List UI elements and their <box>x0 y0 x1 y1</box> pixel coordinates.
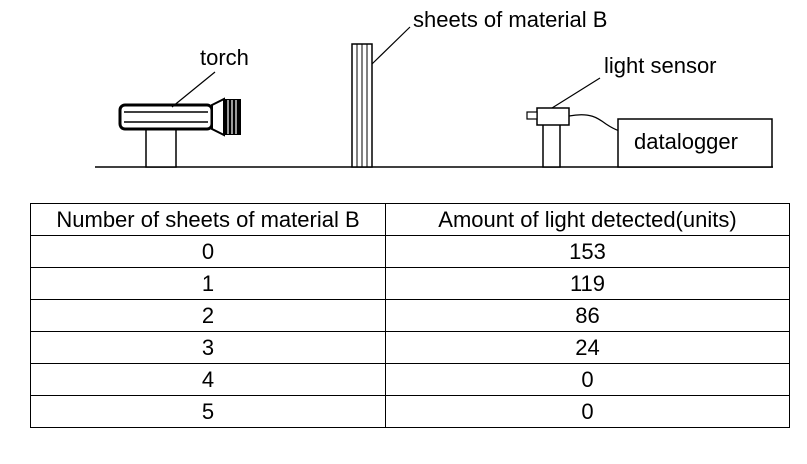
light-cell: 0 <box>385 363 790 396</box>
sheets-cell: 4 <box>30 363 386 396</box>
table-row: 4 0 <box>30 363 790 396</box>
table-row: 1 119 <box>30 267 790 300</box>
datalogger-label: datalogger <box>634 129 738 154</box>
sheets-cell: 0 <box>30 235 386 268</box>
light-cell: 0 <box>385 395 790 428</box>
torch-leader-line <box>171 71 216 108</box>
table-row: 3 24 <box>30 331 790 364</box>
light-cell: 86 <box>385 299 790 332</box>
table-row: 0 153 <box>30 235 790 268</box>
column-header-sheets: Number of sheets of material B <box>30 203 386 236</box>
light-cell: 153 <box>385 235 790 268</box>
sheets-label: sheets of material B <box>413 7 607 32</box>
torch-illustration <box>118 97 241 168</box>
sheets-cell: 1 <box>30 267 386 300</box>
column-header-light: Amount of light detected(units) <box>385 203 790 236</box>
sheets-cell: 2 <box>30 299 386 332</box>
results-table: Number of sheets of material B Amount of… <box>30 203 790 428</box>
sensor-leader-line <box>551 77 601 109</box>
table-header-row: Number of sheets of material B Amount of… <box>30 203 790 236</box>
sheets-cell: 5 <box>30 395 386 428</box>
torch-label: torch <box>200 45 249 70</box>
light-cell: 24 <box>385 331 790 364</box>
experiment-diagram: torch sheets of material B light sensor … <box>95 7 773 168</box>
material-sheets-illustration <box>351 43 373 168</box>
light-sensor-illustration <box>526 107 621 168</box>
table-row: 5 0 <box>30 395 790 428</box>
table-row: 2 86 <box>30 299 790 332</box>
light-sensor-label: light sensor <box>604 53 717 78</box>
light-cell: 119 <box>385 267 790 300</box>
datalogger-box <box>617 118 773 168</box>
sheets-leader-line <box>371 26 411 65</box>
sheets-cell: 3 <box>30 331 386 364</box>
